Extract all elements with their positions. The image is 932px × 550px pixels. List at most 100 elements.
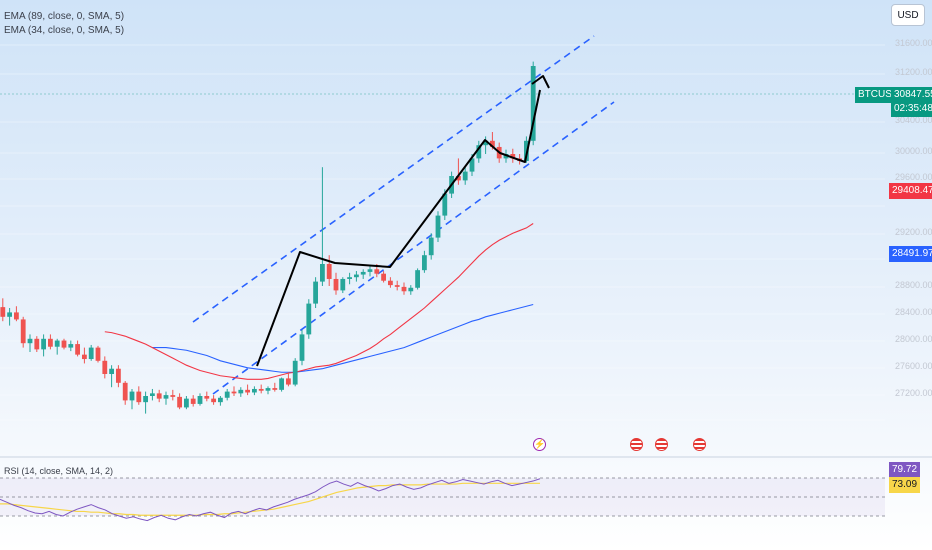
- candle-body: [394, 285, 400, 287]
- grid-lines: [0, 44, 885, 421]
- candle-body: [211, 398, 216, 403]
- candle-body: [428, 237, 434, 256]
- candle-body: [483, 140, 488, 146]
- candle-body: [41, 338, 46, 350]
- candle-body: [490, 140, 495, 147]
- candle-body: [313, 281, 318, 304]
- candle-body: [347, 277, 352, 279]
- candle-body: [238, 389, 244, 394]
- ema34-legend[interactable]: EMA (34, close, 0, SMA, 5): [4, 25, 125, 36]
- candle-body: [48, 338, 53, 347]
- ema34-line: [104, 223, 534, 380]
- candle-body: [320, 264, 325, 282]
- candle-body: [170, 395, 176, 397]
- rsi-lines: [0, 477, 885, 522]
- candle-body: [388, 280, 393, 286]
- candle-body: [34, 338, 40, 350]
- candle-body: [163, 395, 169, 399]
- candlesticks: [0, 61, 536, 414]
- channel-upper-line: [192, 35, 595, 323]
- rsi-ma-value-tag[interactable]: 73.09: [889, 477, 921, 493]
- rsi-line: [0, 478, 541, 522]
- candle-body: [224, 391, 230, 398]
- candle-body: [150, 393, 155, 396]
- candle-body: [156, 393, 162, 399]
- candle-body: [252, 388, 257, 393]
- candle-body: [279, 378, 284, 390]
- ema34-value-tag[interactable]: 29408.47: [889, 183, 932, 199]
- candle-body: [82, 354, 87, 360]
- candle-body: [231, 391, 237, 394]
- currency-button[interactable]: USD: [891, 4, 925, 26]
- candle-body: [177, 396, 182, 408]
- rsi-ma-line: [0, 482, 540, 516]
- ema89-line: [152, 303, 534, 373]
- us-flag-icon[interactable]: [655, 438, 668, 451]
- candle-body: [61, 340, 67, 348]
- y-axis-label: 30000.00: [895, 146, 932, 156]
- candle-body: [68, 344, 74, 348]
- y-axis-label: 31200.00: [895, 67, 932, 77]
- trend-channel[interactable]: [192, 35, 615, 395]
- us-flag-icon[interactable]: [630, 438, 643, 451]
- rsi-value-tag[interactable]: 79.72: [889, 462, 921, 478]
- symbol-tag[interactable]: BTCUSD: [855, 87, 903, 103]
- candle-body: [184, 398, 189, 408]
- channel-lower-line: [212, 101, 615, 395]
- candle-body: [122, 382, 128, 401]
- candle-body: [469, 158, 475, 172]
- price-path-drawing[interactable]: [256, 75, 550, 367]
- candle-body: [245, 389, 250, 393]
- candle-body: [95, 347, 101, 361]
- candle-body: [408, 287, 414, 292]
- candle-body: [286, 378, 291, 385]
- candle-body: [530, 66, 536, 141]
- y-axis-label: 31600.00: [895, 38, 932, 48]
- arrow-head: [531, 75, 550, 89]
- us-flag-icon[interactable]: [693, 438, 706, 451]
- y-axis-label: 29200.00: [895, 227, 932, 237]
- candle-body: [54, 340, 60, 347]
- candle-body: [197, 396, 203, 404]
- candle-body: [415, 270, 420, 288]
- candle-body: [442, 193, 448, 216]
- candle-body: [292, 360, 298, 385]
- y-axis-label: 27200.00: [895, 388, 932, 398]
- y-axis-label: 28000.00: [895, 334, 932, 344]
- lightning-icon[interactable]: ⚡: [533, 438, 546, 451]
- candle-body: [299, 334, 305, 361]
- countdown-tag: 02:35:48: [891, 101, 932, 117]
- candle-body: [401, 286, 407, 292]
- candle-body: [0, 307, 6, 317]
- rsi-legend[interactable]: RSI (14, close, SMA, 14, 2): [4, 466, 114, 476]
- candle-body: [306, 303, 312, 335]
- candle-body: [136, 391, 142, 403]
- candle-body: [333, 278, 339, 291]
- candle-body: [129, 391, 135, 401]
- candle-body: [204, 396, 210, 399]
- candle-body: [340, 278, 346, 291]
- y-axis-label: 30400.00: [895, 115, 932, 125]
- y-axis-label: 28400.00: [895, 307, 932, 317]
- path-line: [256, 89, 541, 367]
- candle-body: [367, 269, 373, 272]
- ema89-value-tag[interactable]: 28491.97: [889, 246, 932, 262]
- candle-body: [143, 396, 148, 403]
- ema89-legend[interactable]: EMA (89, close, 0, SMA, 5): [4, 11, 125, 22]
- candle-body: [14, 312, 19, 320]
- candle-body: [435, 215, 441, 238]
- candle-body: [326, 264, 332, 279]
- candle-body: [381, 273, 386, 281]
- candle-body: [374, 269, 380, 274]
- y-axis-label: 29600.00: [895, 172, 932, 182]
- candle-body: [422, 255, 427, 271]
- candle-body: [476, 145, 482, 159]
- candle-body: [102, 360, 108, 374]
- candle-body: [265, 388, 271, 391]
- price-tag[interactable]: 30847.55: [891, 87, 932, 103]
- candle-body: [360, 271, 366, 275]
- candle-body: [258, 388, 264, 391]
- y-axis-label: 28800.00: [895, 280, 932, 290]
